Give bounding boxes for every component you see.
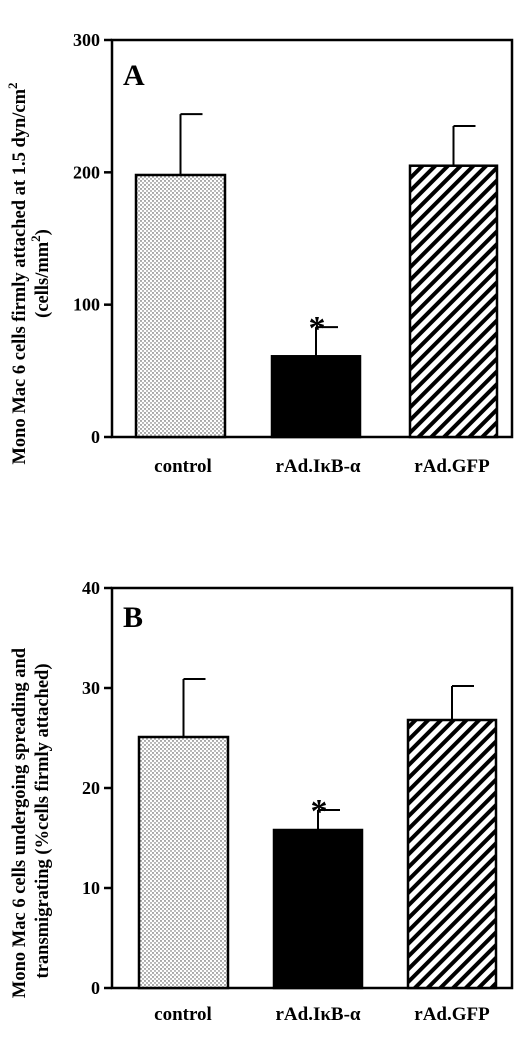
category-label: rAd.IκB-α: [275, 456, 360, 477]
panel-letter: A: [123, 59, 145, 92]
significance-mark: *: [311, 793, 328, 830]
significance-mark: *: [309, 310, 326, 347]
y-tick-label: 40: [82, 578, 100, 598]
panel-letter: B: [123, 601, 143, 634]
category-label: rAd.GFP: [414, 1004, 490, 1025]
y-tick-label: 200: [73, 162, 100, 182]
bar: [406, 718, 498, 990]
y-tick-label: 100: [73, 295, 100, 315]
bar: [270, 355, 362, 439]
category-label: control: [154, 456, 212, 477]
category-label: control: [154, 1004, 212, 1025]
category-label: rAd.IκB-α: [275, 1004, 360, 1025]
bar: [272, 828, 364, 990]
y-tick-label: 20: [82, 778, 100, 798]
y-tick-label: 300: [73, 30, 100, 50]
y-tick-label: 0: [91, 427, 100, 447]
y-axis-label: Mono Mac 6 cells undergoing spreading an…: [10, 647, 53, 998]
bar: [137, 735, 230, 990]
y-tick-label: 0: [91, 978, 100, 998]
category-label: rAd.GFP: [414, 456, 490, 477]
bar: [134, 173, 227, 439]
y-tick-label: 10: [82, 878, 100, 898]
bar: [408, 164, 499, 439]
y-tick-label: 30: [82, 678, 100, 698]
y-axis-label: Mono Mac 6 cells firmly attached at 1.5 …: [5, 82, 53, 464]
